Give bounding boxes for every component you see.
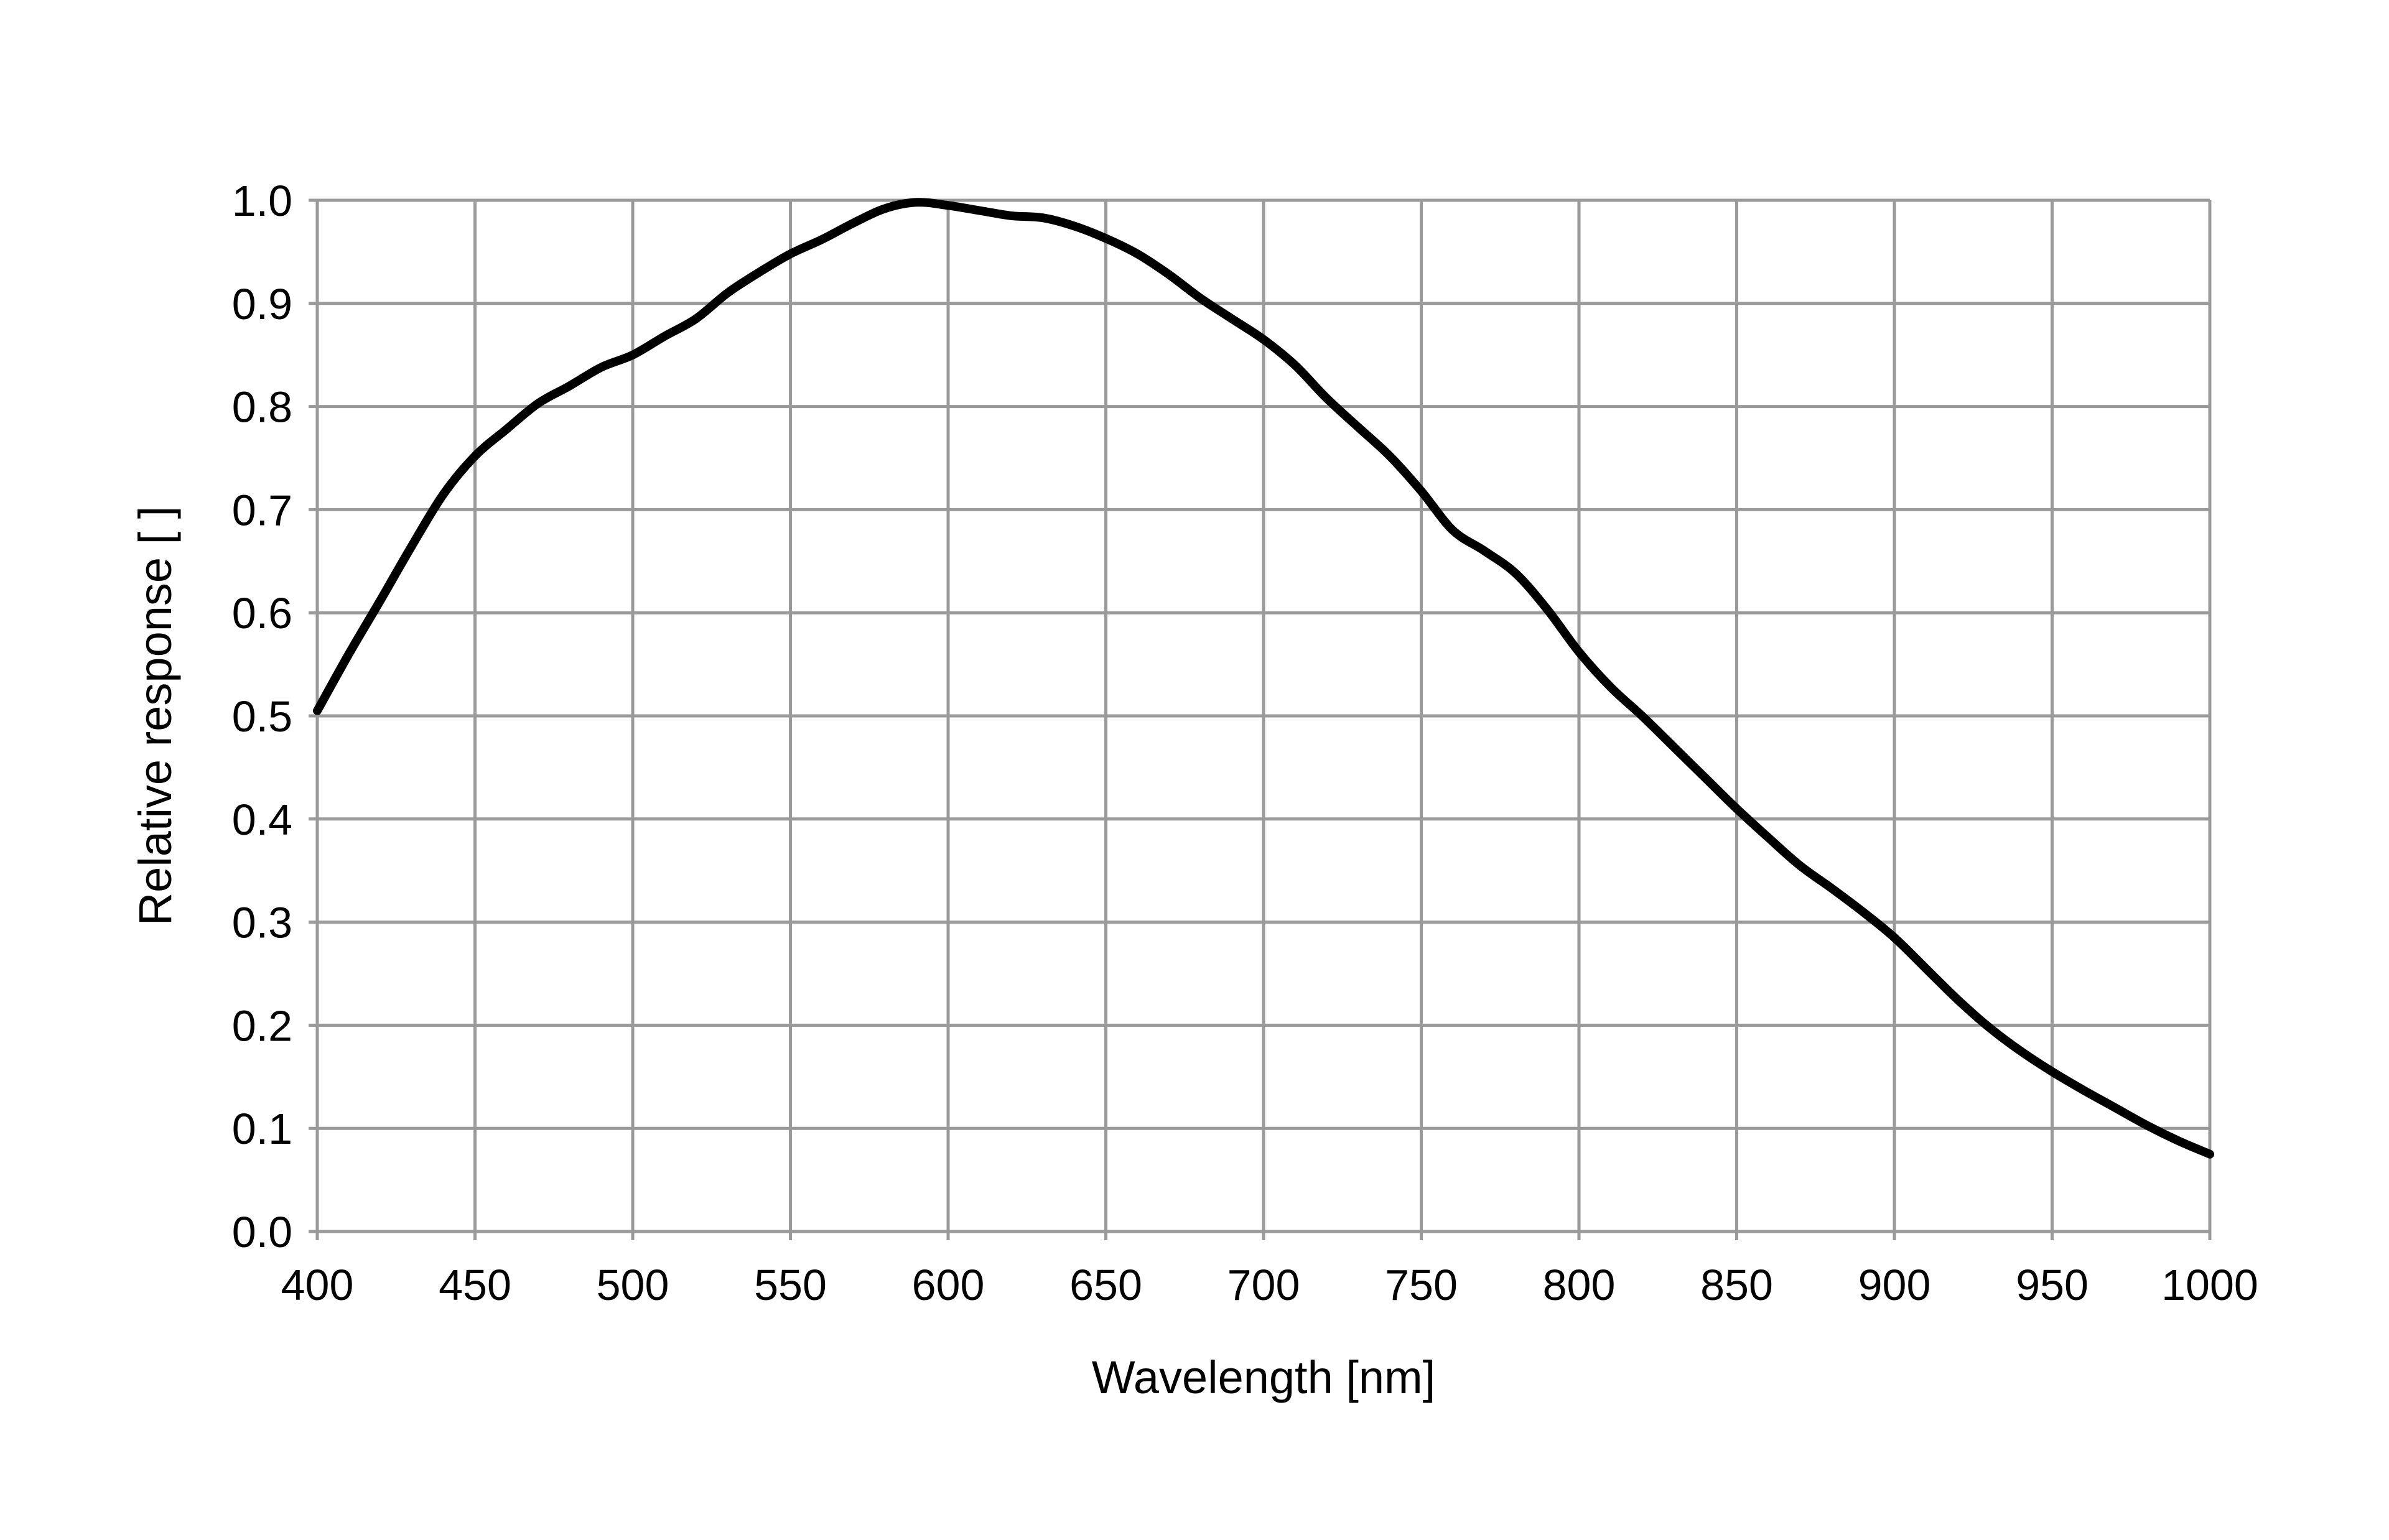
x-tick-label: 900 [1858,1261,1931,1309]
x-tick-label: 650 [1069,1261,1142,1309]
y-tick-label: 0.3 [232,899,292,947]
x-tick-label: 950 [2016,1261,2089,1309]
x-tick-label: 700 [1227,1261,1300,1309]
x-tick-label: 500 [597,1261,669,1309]
series-layer [313,198,2214,1159]
y-tick-label: 1.0 [232,177,292,225]
y-tick-label: 0.6 [232,589,292,638]
x-tick-label: 400 [281,1261,354,1309]
y-tick-label: 0.4 [232,796,292,844]
y-tick-label: 0.7 [232,486,292,534]
y-tick-label: 0.8 [232,383,292,432]
y-tick-label: 0.5 [232,692,292,741]
x-tick-label: 550 [754,1261,827,1309]
x-tick-label: 450 [439,1261,511,1309]
y-axis-title: Relative response [ ] [129,506,181,926]
y-tick-label: 0.9 [232,280,292,328]
y-tick-label: 0.2 [232,1001,292,1050]
x-tick-label: 800 [1543,1261,1616,1309]
x-axis-tick-labels: 400 450 500 550 600 650 700 750 800 850 900 950 1000 [281,1261,2258,1309]
x-axis-title: Wavelength [nm] [1092,1352,1436,1403]
x-tick-label: 1000 [2161,1261,2258,1309]
y-axis-tick-labels: 0.0 0.1 0.2 0.3 0.4 0.5 0.6 0.7 0.8 0.9 1.0 [232,177,292,1256]
x-tick-label: 850 [1700,1261,1773,1309]
y-tick-label: 0.1 [232,1105,292,1153]
x-tick-label: 750 [1385,1261,1458,1309]
response-curve [313,198,2214,1159]
grid [309,198,2212,1240]
x-tick-label: 600 [912,1261,985,1309]
y-tick-label: 0.0 [232,1208,292,1256]
